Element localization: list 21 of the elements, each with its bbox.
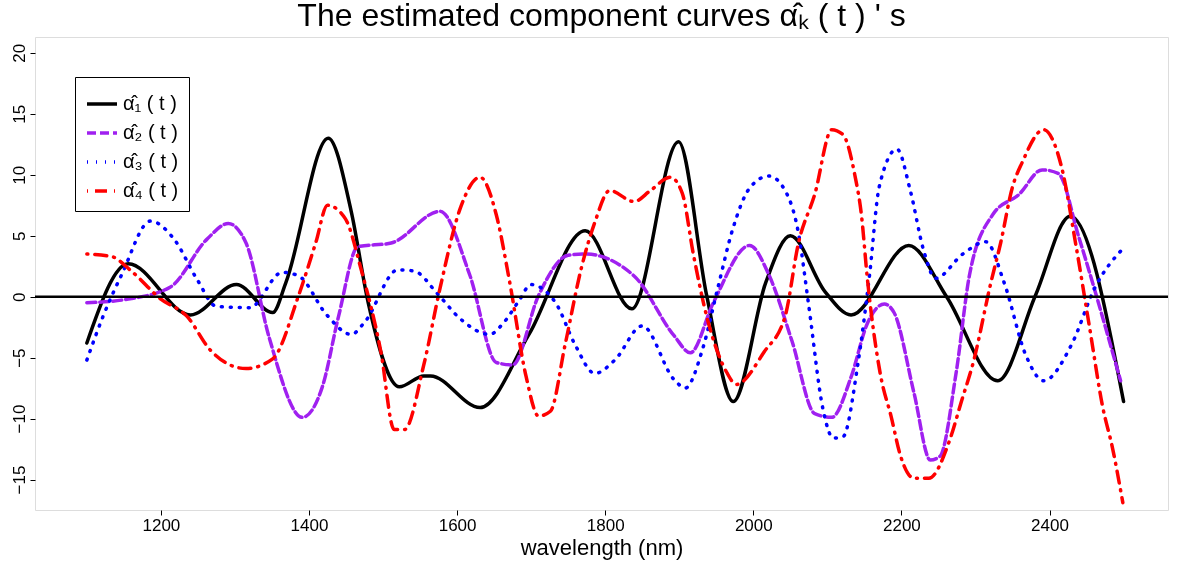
legend-label: α̂₄ ( t )	[123, 179, 179, 201]
legend-label: α̂₃ ( t )	[123, 150, 179, 172]
y-tick-label: −15	[9, 465, 29, 495]
y-tick-label: 5	[9, 231, 29, 241]
y-tick-label: 15	[9, 104, 29, 124]
x-tick-label: 1200	[142, 515, 181, 535]
y-tick-label: 10	[9, 165, 29, 185]
legend-label: α̂₂ ( t )	[123, 121, 178, 143]
x-tick-label: 1400	[290, 515, 329, 535]
x-tick-label: 2400	[1031, 515, 1069, 535]
y-tick-label: −5	[9, 348, 29, 368]
x-tick-label: 2200	[883, 515, 921, 535]
legend-label: α̂₁ ( t )	[123, 92, 177, 114]
x-tick-label: 1600	[438, 515, 477, 535]
x-tick-label: 1800	[586, 515, 625, 535]
x-tick-label: 2000	[734, 515, 773, 535]
y-tick-label: 0	[9, 292, 29, 302]
chart-title: The estimated component curves α̂ₖ ( t ) ' s	[297, 0, 906, 33]
x-axis-title: wavelength (nm)	[519, 534, 684, 560]
y-tick-label: −10	[9, 404, 29, 434]
y-tick-label: 20	[9, 43, 29, 63]
